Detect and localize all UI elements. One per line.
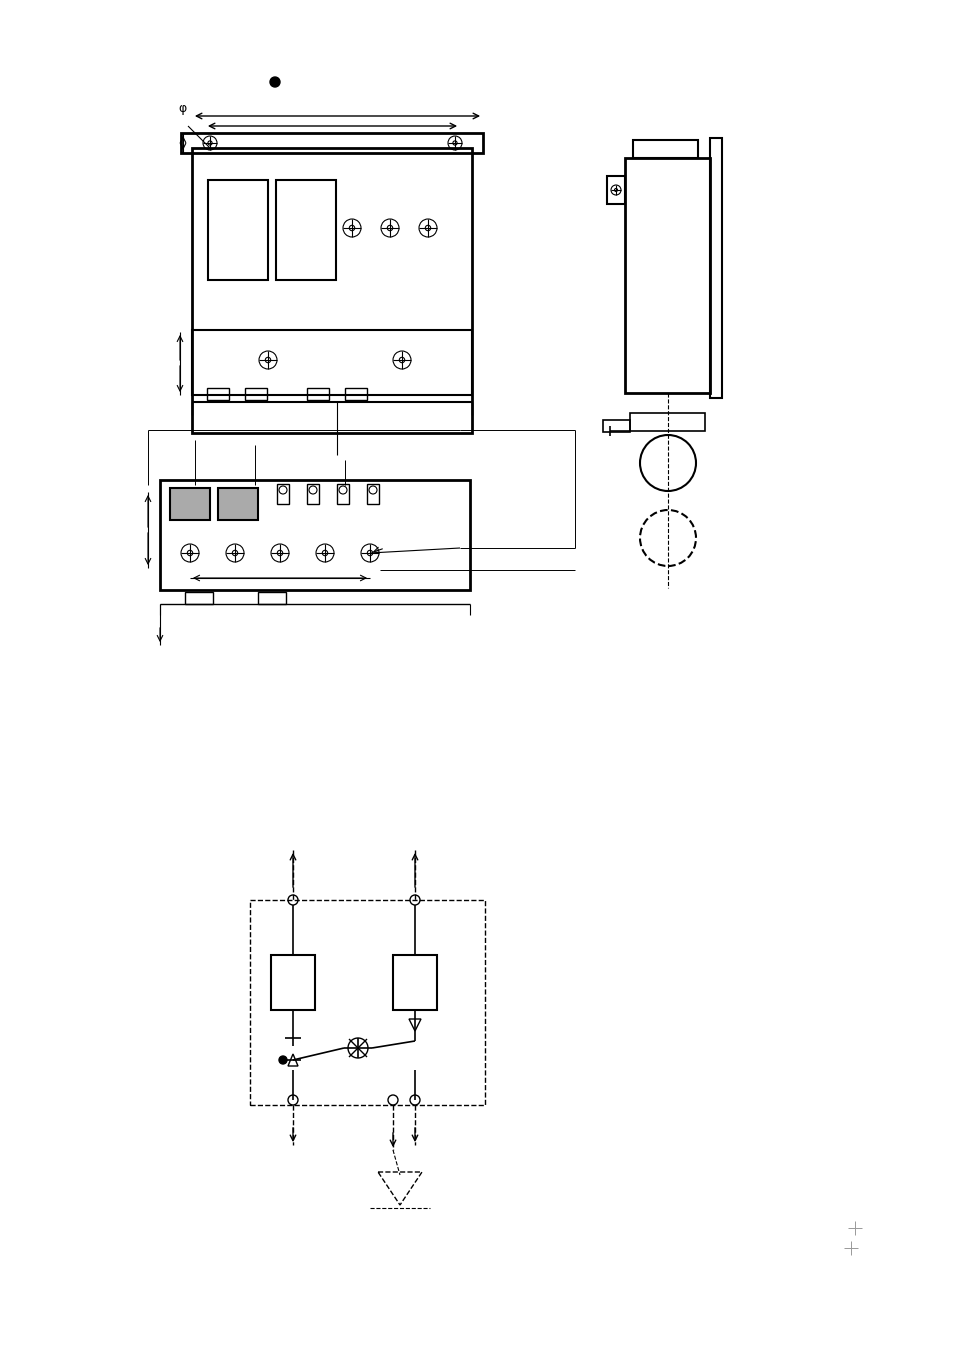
Bar — [393, 955, 436, 1011]
Bar — [367, 484, 378, 504]
Bar — [606, 176, 624, 204]
Bar — [307, 484, 318, 504]
Bar — [624, 158, 709, 393]
Circle shape — [270, 77, 280, 86]
Bar — [160, 480, 470, 590]
Bar — [185, 592, 213, 604]
Bar — [257, 592, 286, 604]
Bar — [629, 413, 704, 431]
Bar — [208, 180, 268, 280]
Bar — [218, 488, 257, 520]
Bar — [602, 420, 629, 432]
Text: φ: φ — [178, 101, 186, 115]
Circle shape — [278, 1056, 287, 1065]
Bar — [276, 484, 289, 504]
Bar — [207, 388, 229, 400]
Bar — [345, 388, 367, 400]
Bar — [250, 900, 484, 1105]
Bar — [633, 141, 698, 158]
Bar — [336, 484, 349, 504]
Bar — [181, 132, 482, 153]
Bar — [245, 388, 267, 400]
Bar — [307, 388, 329, 400]
Bar — [709, 138, 721, 399]
Bar — [271, 955, 314, 1011]
Bar — [192, 330, 472, 394]
Bar — [192, 149, 472, 434]
Bar — [275, 180, 335, 280]
Bar — [170, 488, 210, 520]
